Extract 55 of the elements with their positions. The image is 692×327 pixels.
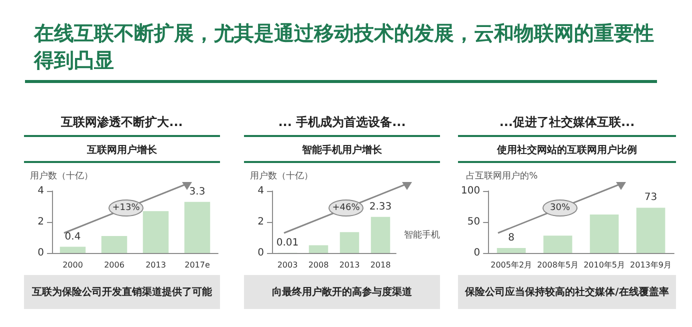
x-tick-label: 2013 <box>146 260 166 270</box>
x-tick-label: 2013年9月 <box>630 260 672 270</box>
x-tick-label: 2003 <box>277 260 298 270</box>
text: 向最终用户敞开的高参与度渠道 <box>244 275 440 309</box>
y-tick-label: 100 <box>460 186 480 196</box>
y-tick-label: 4 <box>258 186 264 196</box>
chart-title: 互联网渗透不断扩大... <box>60 114 184 131</box>
bar <box>340 232 360 253</box>
bar <box>496 248 526 253</box>
annotation: +46% <box>332 203 360 213</box>
data-label: 0.4 <box>64 231 81 242</box>
y-axis-title: 用户数（十亿） <box>250 170 313 182</box>
data-label: 73 <box>644 192 658 204</box>
data-label: 0.01 <box>276 237 299 248</box>
series-label: 智能手机 <box>404 230 440 240</box>
bar <box>101 236 128 253</box>
x-tick-label: 2008年5月 <box>537 260 579 270</box>
chart-title: ...促进了社交媒体互联... <box>498 114 636 131</box>
x-tick-label: 2006 <box>104 260 124 270</box>
text: 在线互联不断扩展，尤其是通过移动技术的发展，云和物联网的重要性得到凸显 <box>34 20 654 74</box>
x-tick-label: 2013 <box>339 260 360 270</box>
data-label: 8 <box>508 232 515 244</box>
y-tick-label: 0 <box>38 248 44 258</box>
bar <box>308 245 328 253</box>
data-label: 3.3 <box>189 186 206 198</box>
x-tick-label: 2010年5月 <box>584 260 626 270</box>
annotation: 30% <box>550 203 570 213</box>
bar <box>184 202 210 253</box>
x-tick-label: 2018 <box>370 260 391 270</box>
x-tick-label: 2017e <box>184 260 210 270</box>
bar <box>370 216 390 253</box>
chart-subtitle: 互联网用户增长 <box>86 143 158 158</box>
y-axis-title: 用户数（十亿） <box>30 170 93 182</box>
x-tick-label: 2000 <box>62 260 83 270</box>
bar <box>543 236 572 253</box>
y-tick-label: 50 <box>467 216 480 228</box>
x-tick-label: 2008 <box>308 260 329 270</box>
bar <box>60 246 86 253</box>
y-tick-label: 2 <box>258 216 264 228</box>
bar <box>142 211 169 253</box>
text: 保险公司应当保持较高的社交媒体/在线覆盖率 <box>458 275 676 309</box>
y-axis-title: 占互联网用户的% <box>466 170 538 182</box>
text: 互联为保险公司开发直销渠道提供了可能 <box>24 275 220 309</box>
chart-title: ... 手机成为首选设备... <box>277 114 407 131</box>
annotation: +13% <box>112 203 140 213</box>
chart-subtitle: 智能手机用户增长 <box>301 143 383 158</box>
y-tick-label: 4 <box>38 186 44 196</box>
chart-subtitle: 使用社交网站的互联网用户比例 <box>496 143 638 158</box>
x-tick-label: 2005年2月 <box>490 260 532 270</box>
y-tick-label: 0 <box>474 248 480 258</box>
y-tick-label: 0 <box>258 248 264 258</box>
bar <box>590 214 619 253</box>
data-label: 2.33 <box>369 201 392 212</box>
bar <box>636 208 666 253</box>
y-tick-label: 2 <box>38 216 44 228</box>
